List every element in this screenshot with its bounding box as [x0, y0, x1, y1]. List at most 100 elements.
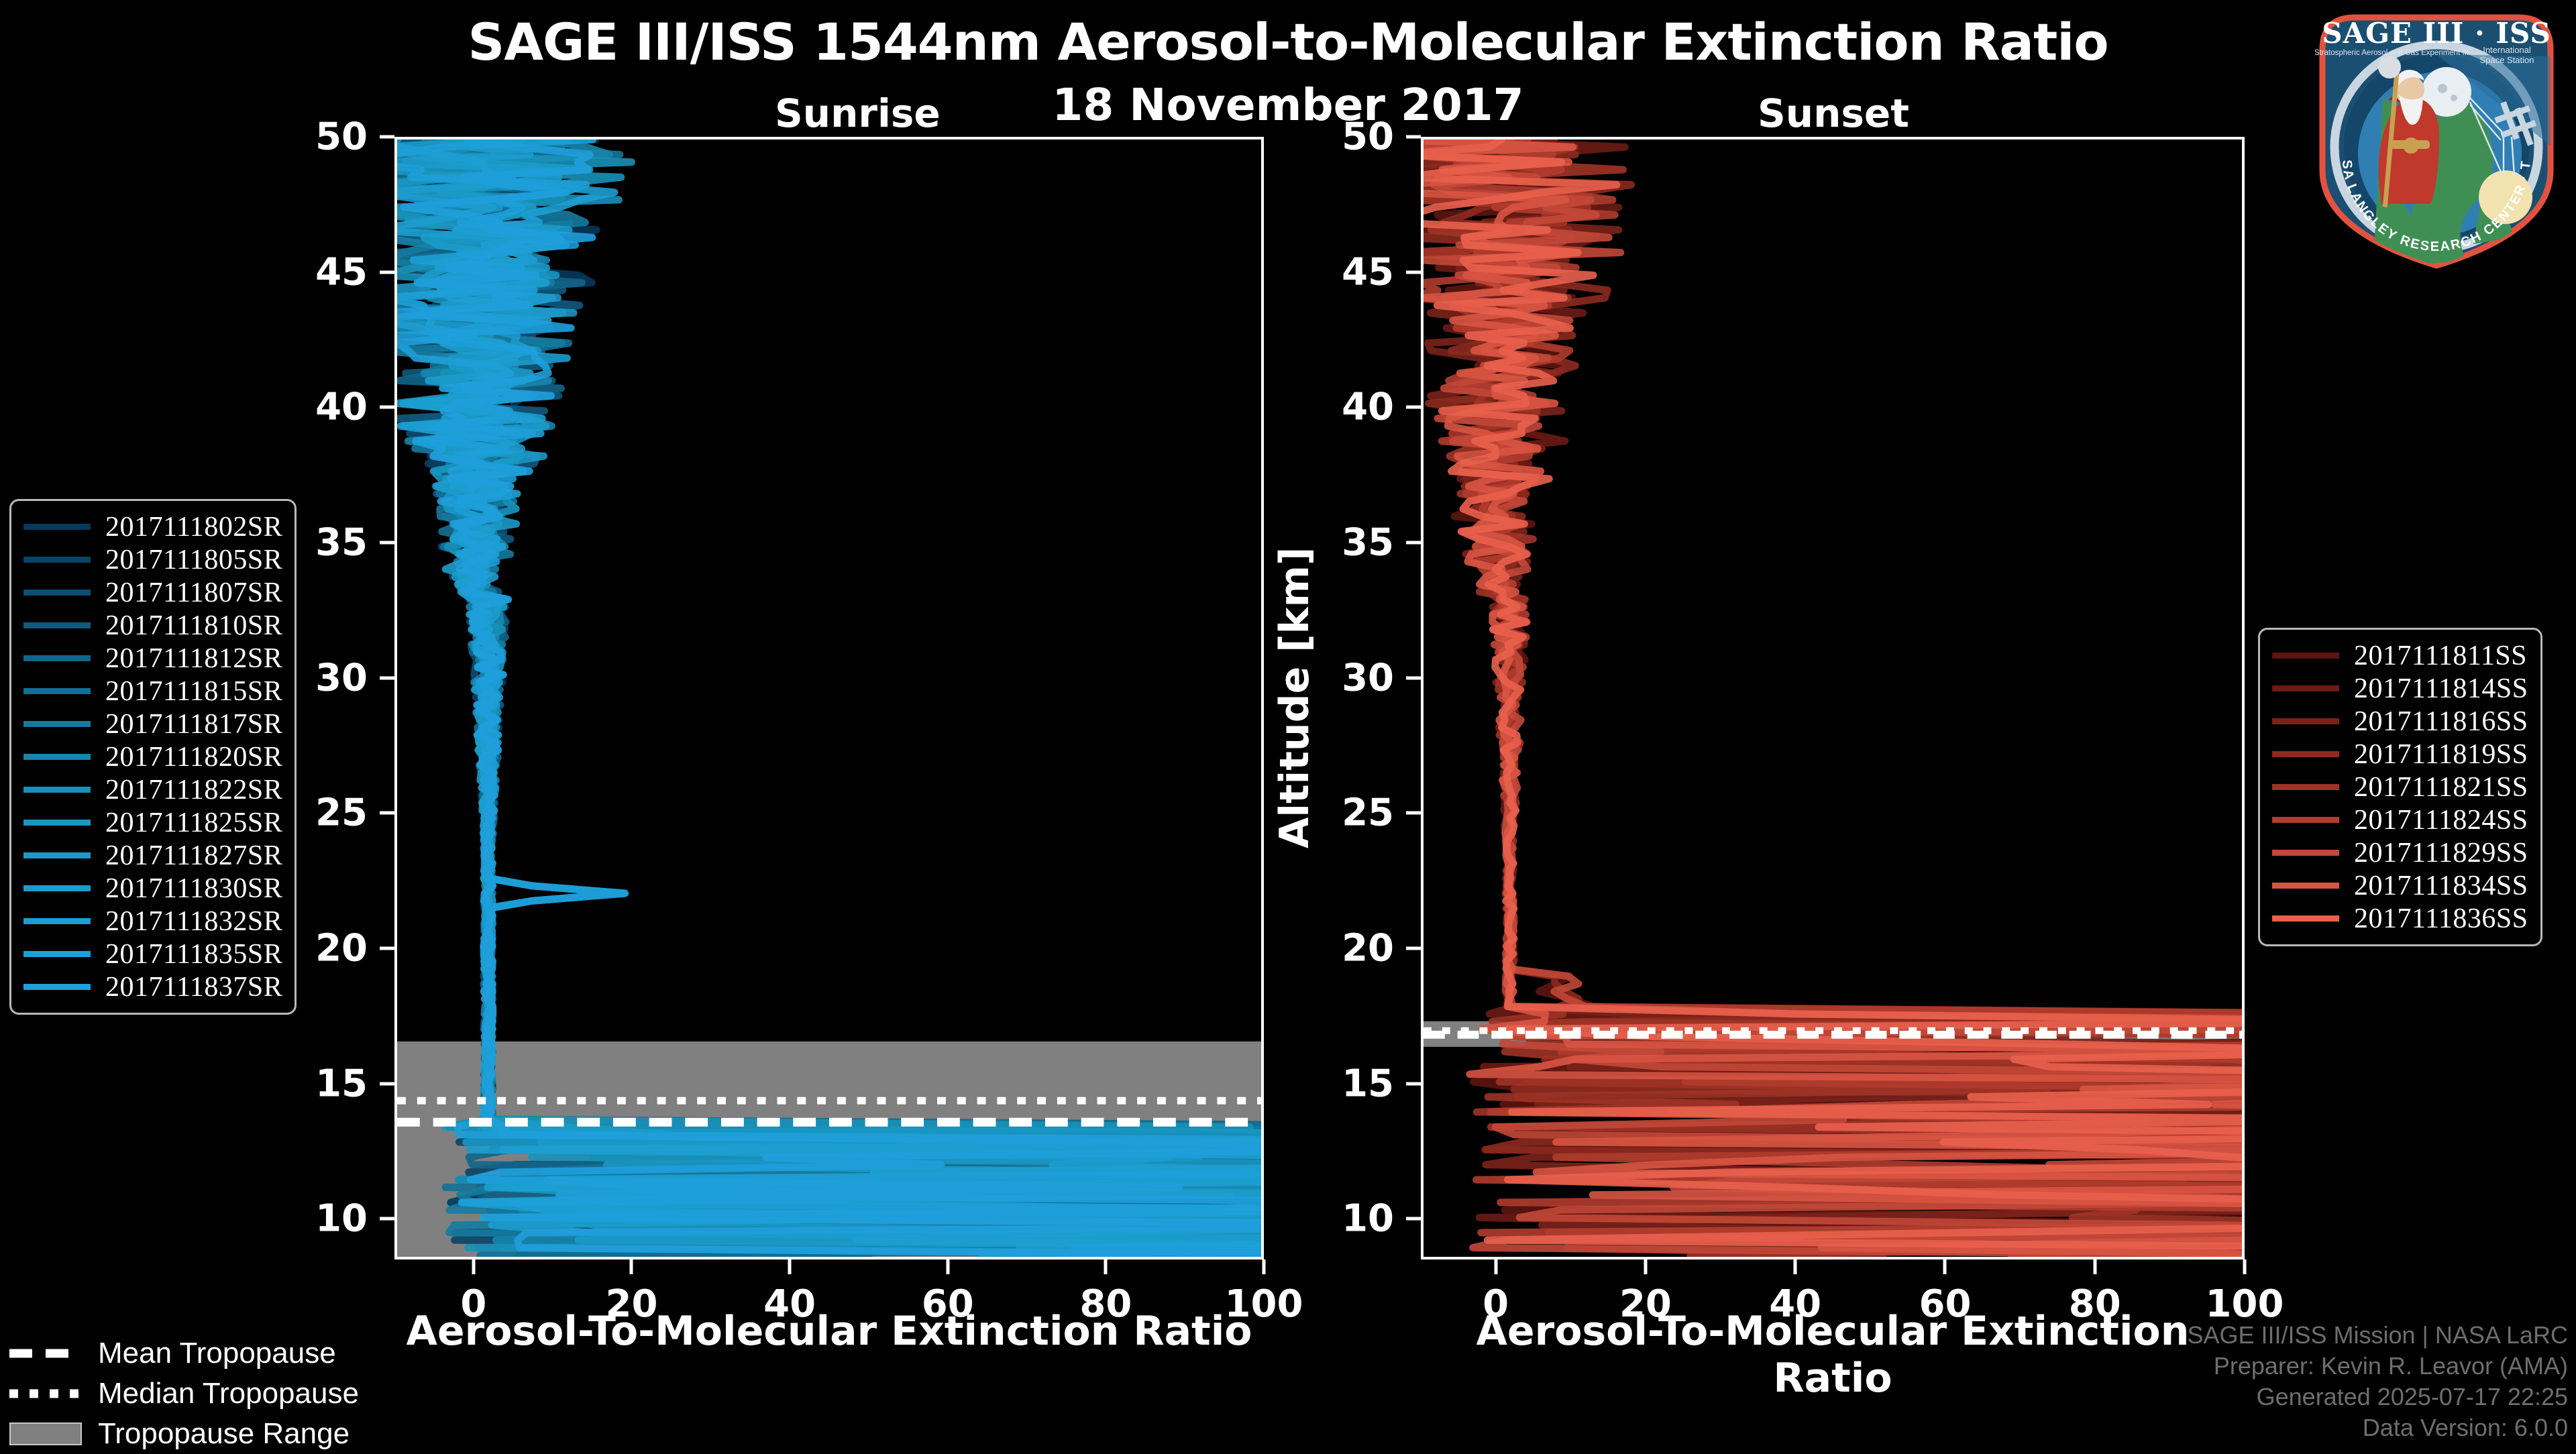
xtick-mark: [1104, 1260, 1108, 1274]
page-title: SAGE III/ISS 1544nm Aerosol-to-Molecular…: [468, 12, 2108, 72]
legend-item[interactable]: 2017111830SR: [23, 872, 282, 905]
ytick-mark: [1406, 541, 1421, 545]
legend-color-swatch: [2272, 685, 2339, 691]
sage-iii-iss-logo: SAGE III · ISS Stratospheric Aerosol and…: [2302, 3, 2554, 269]
legend-label: 2017111805SR: [105, 544, 283, 575]
legend-label: 2017111835SR: [105, 938, 283, 970]
legend-color-swatch: [23, 820, 91, 826]
ytick-label: 45: [315, 250, 368, 294]
ytick-mark: [1406, 946, 1421, 950]
legend-label: 2017111811SS: [2354, 640, 2528, 671]
legend-item[interactable]: 2017111805SR: [23, 543, 282, 576]
legend-sunset[interactable]: 2017111811SS 2017111814SS 2017111816SS 2017…: [2258, 628, 2542, 946]
xtick-label: 40: [763, 1282, 816, 1326]
legend-item[interactable]: 2017111802SR: [23, 510, 282, 543]
yaxis-title-sunset: Altitude [km]: [1271, 547, 1318, 848]
legend-label: 2017111807SR: [105, 577, 283, 608]
ytick-label: 10: [315, 1196, 368, 1241]
ytick-mark: [380, 270, 394, 274]
legend-item[interactable]: 2017111822SR: [23, 773, 282, 806]
xtick-mark: [1262, 1260, 1266, 1274]
logo-subtitle-left: Stratospheric Aerosol and Gas Experiment…: [2314, 49, 2469, 57]
ytick-label: 25: [315, 791, 368, 835]
profile-lines-sunrise: [397, 139, 1261, 1257]
legend-item[interactable]: 2017111821SS: [2272, 771, 2528, 803]
legend-label: 2017111816SS: [2354, 706, 2528, 737]
legend-label: 2017111802SR: [105, 511, 283, 543]
legend-item[interactable]: 2017111825SR: [23, 806, 282, 839]
legend-item[interactable]: 2017111827SR: [23, 839, 282, 872]
ytick-mark: [380, 946, 394, 950]
legend-item-mean-tropopause: Mean Tropopause: [9, 1333, 359, 1374]
credits-block: SAGE III/ISS Mission | NASA LaRC Prepare…: [2187, 1320, 2568, 1443]
ytick-mark: [380, 676, 394, 680]
legend-color-swatch: [2272, 751, 2339, 757]
profile-line: [1424, 139, 2242, 1250]
credit-line-generated: Generated 2025-07-17 22:25: [2256, 1382, 2568, 1410]
profile-line: [397, 139, 1261, 1257]
legend-item[interactable]: 2017111815SR: [23, 675, 282, 708]
legend-label: 2017111829SS: [2354, 837, 2528, 869]
xtick-label: 60: [921, 1282, 974, 1326]
legend-label: 2017111832SR: [105, 905, 283, 937]
legend-color-swatch: [23, 590, 91, 596]
plot-inner-sunrise: [397, 139, 1261, 1257]
legend-label: 2017111815SR: [105, 675, 283, 707]
legend-item[interactable]: 2017111807SR: [23, 576, 282, 609]
tropopause-legend: Mean Tropopause Median Tropopause Tropop…: [9, 1333, 359, 1454]
credit-line-dataversion: Data Version: 6.0.0: [2362, 1413, 2568, 1441]
xtick-mark: [1793, 1260, 1797, 1274]
legend-item[interactable]: 2017111814SS: [2272, 672, 2528, 705]
legend-label: 2017111814SS: [2354, 673, 2528, 704]
legend-color-swatch: [2272, 915, 2339, 921]
logo-title: SAGE III · ISS: [2322, 17, 2551, 50]
xtick-label: 0: [1483, 1282, 1509, 1326]
legend-color-swatch: [2272, 883, 2339, 889]
ytick-mark: [380, 135, 394, 139]
legend-item[interactable]: 2017111819SS: [2272, 738, 2528, 771]
legend-color-swatch: [23, 885, 91, 891]
legend-color-swatch: [2272, 718, 2339, 724]
legend-item[interactable]: 2017111820SR: [23, 740, 282, 773]
legend-item[interactable]: 2017111836SS: [2272, 902, 2528, 935]
legend-color-swatch: [23, 787, 91, 793]
legend-label: 2017111820SR: [105, 741, 283, 773]
xtick-mark: [629, 1260, 633, 1274]
legend-item[interactable]: 2017111834SS: [2272, 869, 2528, 902]
legend-label-mean-tropopause: Mean Tropopause: [98, 1337, 336, 1369]
ytick-mark: [1406, 1082, 1421, 1086]
legend-label: 2017111830SR: [105, 873, 283, 904]
credit-line-preparer: Preparer: Kevin R. Leavor (AMA): [2213, 1351, 2568, 1380]
legend-item[interactable]: 2017111810SR: [23, 609, 282, 642]
legend-color-swatch: [23, 951, 91, 957]
legend-color-swatch: [23, 622, 91, 628]
legend-color-swatch: [23, 721, 91, 727]
legend-item[interactable]: 2017111816SS: [2272, 705, 2528, 738]
legend-item[interactable]: 2017111832SR: [23, 905, 282, 938]
legend-item[interactable]: 2017111835SR: [23, 938, 282, 970]
legend-item[interactable]: 2017111811SS: [2272, 639, 2528, 672]
legend-sunrise[interactable]: 2017111802SR 2017111805SR 2017111807SR 2017…: [9, 499, 297, 1015]
dashed-line-icon: [9, 1345, 82, 1362]
legend-label: 2017111812SR: [105, 642, 283, 674]
page-subtitle: 18 November 2017: [1052, 79, 1524, 131]
legend-color-swatch: [23, 754, 91, 760]
legend-item[interactable]: 2017111824SS: [2272, 803, 2528, 836]
legend-item[interactable]: 2017111829SS: [2272, 836, 2528, 869]
ytick-mark: [1406, 135, 1421, 139]
ytick-mark: [380, 811, 394, 815]
legend-label: 2017111837SR: [105, 971, 283, 1003]
xtick-mark: [1943, 1260, 1947, 1274]
xtick-label: 100: [2205, 1282, 2284, 1326]
legend-label: 2017111836SS: [2354, 903, 2528, 934]
ytick-label: 40: [315, 385, 368, 429]
ytick-label: 40: [1342, 385, 1394, 429]
dotted-line-icon: [9, 1385, 82, 1402]
legend-item[interactable]: 2017111817SR: [23, 708, 282, 740]
legend-item[interactable]: 2017111837SR: [23, 970, 282, 1003]
xtick-label: 60: [1919, 1282, 1972, 1326]
legend-label: 2017111827SR: [105, 840, 283, 871]
xtick-mark: [1494, 1260, 1498, 1274]
legend-item[interactable]: 2017111812SR: [23, 642, 282, 675]
gray-band-icon: [9, 1422, 82, 1445]
